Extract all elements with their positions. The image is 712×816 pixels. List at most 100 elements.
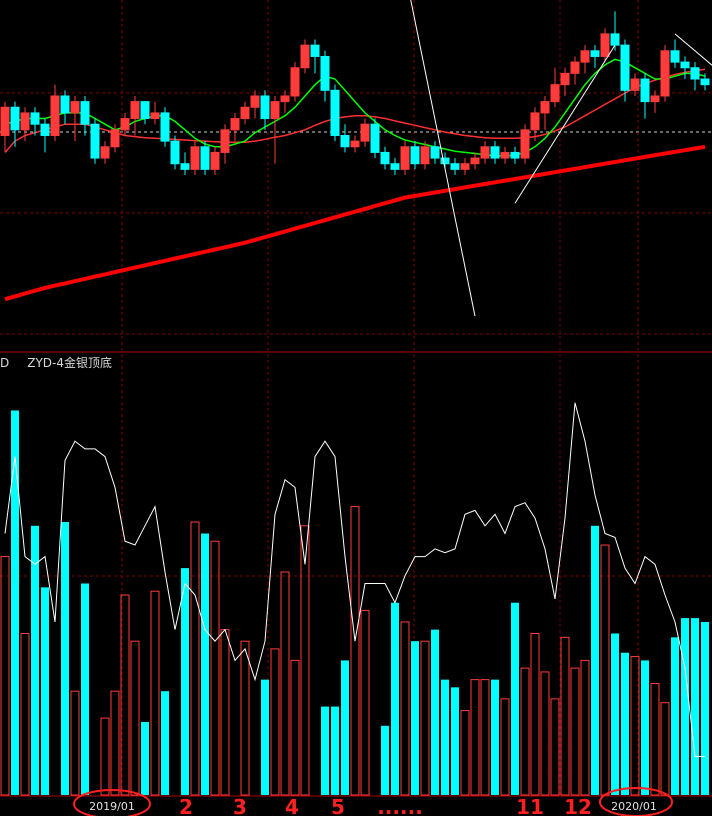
indicator-bar	[540, 671, 550, 796]
indicator-bar	[611, 633, 619, 795]
indicator-bar	[671, 637, 679, 795]
indicator-bar	[31, 525, 39, 795]
candle-body	[270, 101, 280, 120]
indicator-bar	[161, 691, 169, 795]
candle-body	[530, 112, 540, 131]
indicator-bar	[621, 652, 629, 795]
candle-body	[160, 112, 170, 142]
indicator-bar	[660, 702, 670, 796]
candle-body	[700, 78, 710, 86]
annotation-text: 12	[564, 795, 592, 816]
indicator-bar	[11, 410, 19, 795]
candle-body	[260, 95, 270, 120]
candle-body	[0, 106, 10, 136]
candle-body	[490, 146, 500, 159]
candle-body	[180, 163, 190, 170]
annotation-text: 4	[285, 795, 299, 816]
indicator-bar	[580, 659, 590, 796]
candle-body	[310, 44, 320, 57]
indicator-bar	[431, 629, 439, 795]
candle-body	[570, 61, 580, 74]
candle-body	[630, 78, 640, 91]
candle-body	[50, 95, 60, 136]
indicator-bar	[520, 667, 530, 796]
annotation-text: 2	[179, 795, 193, 816]
indicator-bar	[331, 706, 339, 795]
candle-body	[30, 112, 40, 125]
indicator-bar	[290, 659, 300, 796]
candle-body	[480, 146, 490, 159]
candle-body	[110, 129, 120, 148]
indicator-bar	[630, 656, 640, 796]
candle-body	[230, 118, 240, 131]
candle-body	[440, 157, 450, 165]
indicator-bar	[61, 521, 69, 795]
candle-body	[690, 67, 700, 80]
annotation-circle	[73, 789, 151, 816]
indicator-bar	[240, 640, 250, 796]
indicator-bar	[381, 725, 389, 795]
candle-body	[670, 50, 680, 63]
indicator-bar	[470, 679, 480, 796]
indicator-bar	[350, 506, 360, 796]
candle-body	[460, 163, 470, 170]
indicator-name-label: ZYD-4金银顶底	[27, 356, 113, 370]
indicator-bar	[300, 525, 310, 796]
candle-body	[620, 44, 630, 91]
candle-body	[120, 118, 130, 131]
indicator-bar	[41, 587, 49, 795]
indicator-bar	[530, 632, 540, 796]
indicator-bar	[591, 525, 599, 795]
indicator-bar	[181, 568, 189, 795]
candle-body	[470, 157, 480, 165]
candle-body	[640, 78, 650, 103]
indicator-bar	[70, 690, 80, 796]
candle-body	[200, 146, 210, 170]
candle-body	[500, 151, 510, 159]
ma-mid-line	[4, 68, 706, 153]
candle-body	[390, 163, 400, 170]
trend-line	[674, 33, 712, 66]
candle-body	[430, 146, 440, 159]
candle-body	[220, 129, 230, 153]
candle-body	[290, 67, 300, 97]
candle-body	[10, 106, 20, 131]
indicator-bar	[420, 640, 430, 796]
indicator-bar	[20, 632, 30, 796]
candle-body	[360, 123, 370, 142]
candle-body	[650, 95, 660, 103]
candle-body	[370, 123, 380, 153]
candle-body	[40, 123, 50, 136]
candle-body	[560, 72, 570, 86]
indicator-bar	[150, 590, 160, 796]
indicator-bar	[491, 679, 499, 795]
indicator-bar	[451, 687, 459, 795]
indicator-bar	[480, 679, 490, 796]
indicator-bar	[190, 521, 200, 796]
indicator-bar	[691, 618, 699, 795]
ma-long-line	[4, 144, 706, 302]
indicator-bar	[560, 636, 570, 796]
candle-body	[380, 151, 390, 165]
candle-body	[300, 44, 310, 69]
indicator-bar	[261, 679, 269, 795]
candle-body	[420, 146, 430, 165]
indicator-label-row: D ZYD-4金银顶底	[0, 354, 130, 371]
indicator-bar	[411, 641, 419, 795]
candle-body	[170, 140, 180, 165]
indicator-bar	[391, 602, 399, 795]
indicator-bar	[321, 706, 329, 795]
indicator-bar	[280, 571, 290, 796]
candle-body	[60, 95, 70, 114]
annotation-text: 3	[233, 795, 247, 816]
indicator-bar	[500, 698, 510, 796]
candle-body	[350, 140, 360, 148]
indicator-bar	[341, 660, 349, 795]
candle-body	[550, 84, 560, 103]
indicator-bar	[701, 621, 709, 795]
indicator-bar	[650, 682, 660, 796]
indicator-bar	[511, 602, 519, 795]
candle-body	[450, 163, 460, 170]
candle-body	[410, 146, 420, 165]
